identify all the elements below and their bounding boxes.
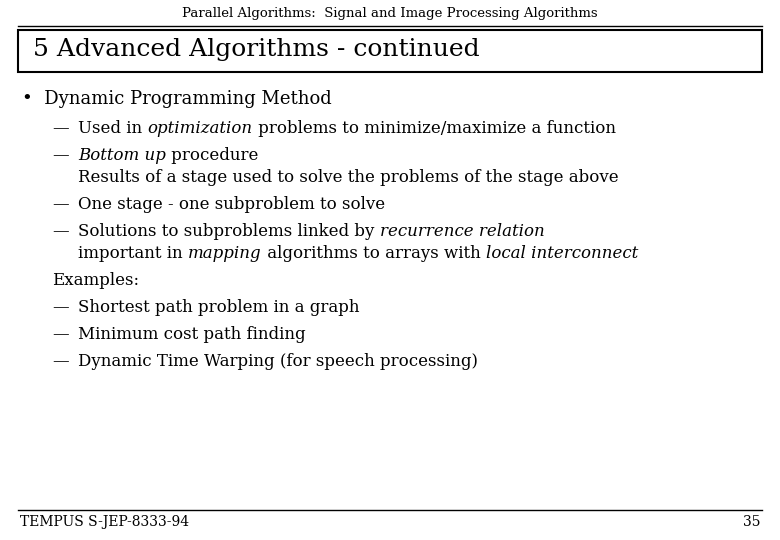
Text: important in: important in: [78, 245, 188, 262]
Text: Shortest path problem in a graph: Shortest path problem in a graph: [78, 299, 360, 316]
Text: —: —: [52, 120, 69, 137]
Text: problems to minimize/maximize a function: problems to minimize/maximize a function: [253, 120, 615, 137]
Text: mapping: mapping: [188, 245, 261, 262]
Text: Bottom up: Bottom up: [78, 147, 166, 164]
Text: Minimum cost path finding: Minimum cost path finding: [78, 326, 306, 343]
Text: Examples:: Examples:: [52, 272, 139, 289]
Text: TEMPUS S-JEP-8333-94: TEMPUS S-JEP-8333-94: [20, 515, 189, 529]
Text: Results of a stage used to solve the problems of the stage above: Results of a stage used to solve the pro…: [78, 169, 619, 186]
FancyBboxPatch shape: [18, 30, 762, 72]
Text: One stage - one subproblem to solve: One stage - one subproblem to solve: [78, 196, 385, 213]
Text: —: —: [52, 196, 69, 213]
Text: —: —: [52, 353, 69, 370]
Text: algorithms to arrays with: algorithms to arrays with: [261, 245, 485, 262]
Text: 35: 35: [743, 515, 760, 529]
Text: optimization: optimization: [147, 120, 253, 137]
Text: procedure: procedure: [166, 147, 258, 164]
Text: •  Dynamic Programming Method: • Dynamic Programming Method: [22, 90, 331, 108]
Text: Solutions to subproblems linked by: Solutions to subproblems linked by: [78, 223, 380, 240]
Text: —: —: [52, 147, 69, 164]
Text: Used in: Used in: [78, 120, 147, 137]
Text: —: —: [52, 326, 69, 343]
Text: local interconnect: local interconnect: [485, 245, 638, 262]
Text: —: —: [52, 223, 69, 240]
Text: Dynamic Time Warping (for speech processing): Dynamic Time Warping (for speech process…: [78, 353, 478, 370]
Text: Parallel Algorithms:  Signal and Image Processing Algorithms: Parallel Algorithms: Signal and Image Pr…: [183, 7, 597, 20]
Text: recurrence relation: recurrence relation: [380, 223, 544, 240]
Text: —: —: [52, 299, 69, 316]
Text: 5 Advanced Algorithms - continued: 5 Advanced Algorithms - continued: [33, 38, 480, 62]
